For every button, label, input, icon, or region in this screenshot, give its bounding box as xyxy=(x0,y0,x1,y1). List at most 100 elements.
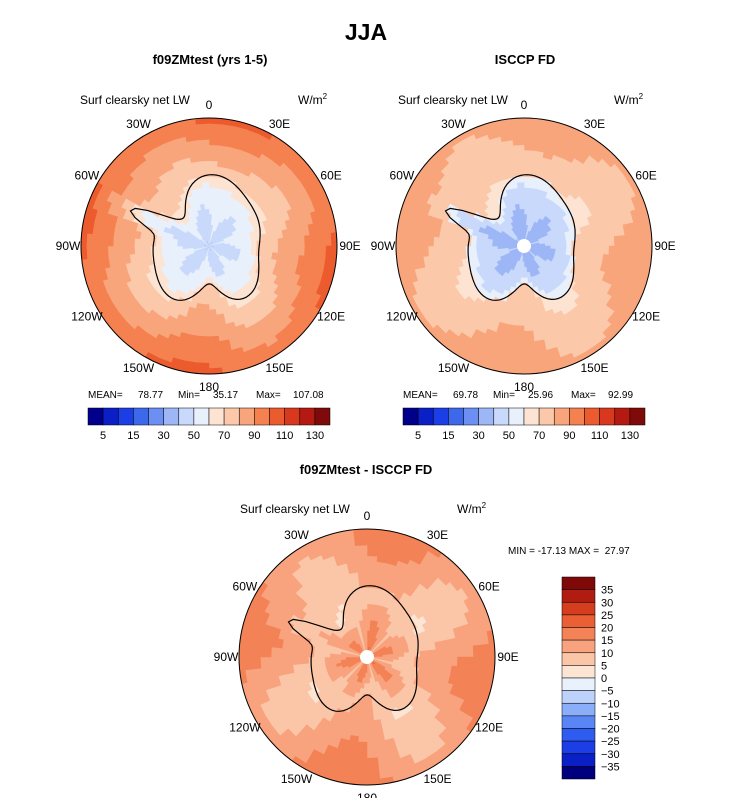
map-cell xyxy=(523,261,527,268)
colorbar-swatch xyxy=(463,407,479,426)
map-cell xyxy=(523,272,528,279)
lon-label: 150W xyxy=(123,361,155,375)
map-cell xyxy=(155,240,162,247)
map-cell xyxy=(523,362,538,370)
map-cell xyxy=(470,240,477,247)
map-cell xyxy=(454,238,461,247)
map-cell xyxy=(587,238,594,247)
map-cell xyxy=(128,245,136,255)
map-cell xyxy=(366,741,377,749)
lon-label: 60W xyxy=(390,169,415,183)
map-cell xyxy=(432,245,440,256)
map-cell xyxy=(406,245,413,259)
colorbar-swatch xyxy=(561,740,596,754)
map-cell xyxy=(362,619,368,626)
colorbar-swatch xyxy=(561,665,596,679)
pole-mask xyxy=(517,239,531,253)
map-cell xyxy=(435,648,443,658)
colorbar-swatch xyxy=(417,407,434,426)
colorbar-swatch xyxy=(561,677,596,691)
lon-label: 120W xyxy=(229,721,261,735)
map-cell xyxy=(366,773,381,781)
map-cell xyxy=(199,325,210,332)
map-cell xyxy=(438,236,445,247)
lon-label: 0 xyxy=(521,98,528,112)
map-cell xyxy=(353,773,368,781)
map-cell xyxy=(419,650,427,658)
map-cell xyxy=(196,133,210,141)
map-cell xyxy=(511,133,525,141)
map-cell xyxy=(480,245,488,251)
map-cell xyxy=(419,656,427,664)
lon-label: 120E xyxy=(475,721,503,735)
map-cell xyxy=(523,298,531,306)
map-cell xyxy=(513,335,525,343)
colorbar-swatch xyxy=(561,690,596,704)
min-label: Min= xyxy=(493,390,515,401)
map-cell xyxy=(516,303,525,311)
map-cell xyxy=(523,133,537,141)
max-label: Max= xyxy=(256,390,281,401)
map-cell xyxy=(516,309,525,316)
map-cell xyxy=(318,651,325,658)
map-cell xyxy=(366,533,381,541)
map-cell xyxy=(297,656,304,665)
colorbar-swatch xyxy=(284,407,300,426)
panel-difference: f09ZMtest - ISCCP FD Surf clearsky net L… xyxy=(214,462,631,803)
map-cell xyxy=(123,245,130,256)
map-cell xyxy=(208,181,217,189)
colorbar-label: 10 xyxy=(601,648,613,660)
map-cell xyxy=(366,597,374,605)
map-cell xyxy=(456,656,464,668)
map-cell xyxy=(516,176,525,183)
lon-label: 60E xyxy=(635,169,656,183)
map-cell xyxy=(208,144,220,151)
page-title: JJA xyxy=(345,19,387,45)
map-cell xyxy=(196,357,210,364)
map-cell xyxy=(208,272,213,279)
colorbar-swatch xyxy=(87,407,104,426)
lon-label: 30E xyxy=(584,117,605,131)
map-cell xyxy=(297,649,304,658)
map-cell xyxy=(196,351,210,359)
map-cell xyxy=(201,176,210,183)
map-cell xyxy=(523,309,532,316)
map-cell xyxy=(518,197,525,204)
map-cell xyxy=(208,357,222,364)
map-cell xyxy=(366,688,372,695)
map-cell xyxy=(523,149,535,157)
map-cell xyxy=(435,656,443,666)
map-cell xyxy=(339,656,347,661)
map-cell xyxy=(208,351,222,359)
map-cell xyxy=(366,608,373,615)
map-cell xyxy=(207,234,210,241)
colorbar-swatch xyxy=(223,407,240,426)
map-cell xyxy=(366,587,375,594)
map-cell xyxy=(587,245,594,254)
map-cell xyxy=(203,197,210,204)
map-cell xyxy=(446,647,453,658)
map-cell xyxy=(139,245,146,254)
map-cell xyxy=(360,709,368,717)
lon-label: 90W xyxy=(214,650,239,664)
map-cell xyxy=(254,644,262,658)
map-cell xyxy=(523,138,536,146)
map-cell xyxy=(357,571,368,578)
map-cell xyxy=(313,656,320,663)
lon-label: 150E xyxy=(265,361,293,375)
map-cell xyxy=(293,245,301,256)
map-cell xyxy=(275,647,283,658)
map-cell xyxy=(515,319,525,327)
map-cell xyxy=(581,245,589,254)
map-cell xyxy=(356,608,363,616)
lon-label: 150E xyxy=(423,772,451,786)
map-cell xyxy=(330,232,337,247)
colorbar-swatch xyxy=(561,728,596,742)
colorbar-swatch xyxy=(561,627,596,641)
colorbar-swatch xyxy=(493,407,510,426)
map-cell xyxy=(523,277,529,284)
map-cell xyxy=(517,186,525,194)
colorbar-label: −35 xyxy=(601,761,620,773)
map-cell xyxy=(470,245,477,252)
map-cell xyxy=(288,236,295,247)
